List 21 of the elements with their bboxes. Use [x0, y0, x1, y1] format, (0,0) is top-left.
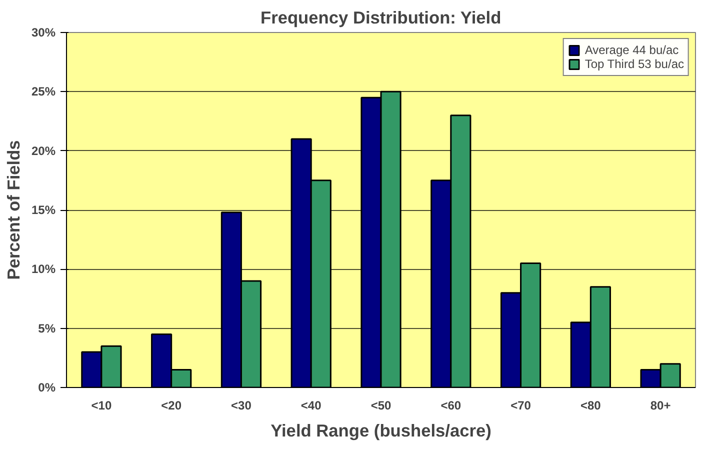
- x-tick-label: <60: [440, 398, 462, 412]
- y-axis-title: Percent of Fields: [3, 140, 24, 280]
- x-axis-title: Yield Range (bushels/acre): [270, 420, 492, 440]
- legend-label: Top Third 53 bu/ac: [584, 57, 684, 71]
- y-tick-label: 30%: [31, 26, 56, 40]
- x-tick-label: 80+: [650, 398, 671, 412]
- y-tick-label: 5%: [38, 321, 56, 336]
- legend-label: Average 44 bu/ac: [584, 43, 679, 57]
- y-tick-label: 15%: [31, 203, 56, 217]
- y-tick-label: 0%: [38, 380, 56, 394]
- x-tick-label: <40: [300, 398, 322, 412]
- x-tick-label: <70: [510, 398, 532, 412]
- x-tick-label: <20: [161, 398, 182, 412]
- y-tick-label: 10%: [31, 262, 56, 276]
- x-tick-label: <80: [580, 398, 602, 412]
- chart-title: Frequency Distribution: Yield: [260, 8, 502, 28]
- y-tick-label: 25%: [31, 84, 56, 99]
- x-tick-label: <50: [370, 398, 392, 412]
- x-tick-label: <30: [231, 398, 252, 412]
- y-tick-label: 20%: [31, 144, 56, 158]
- x-tick-label: <10: [91, 398, 112, 412]
